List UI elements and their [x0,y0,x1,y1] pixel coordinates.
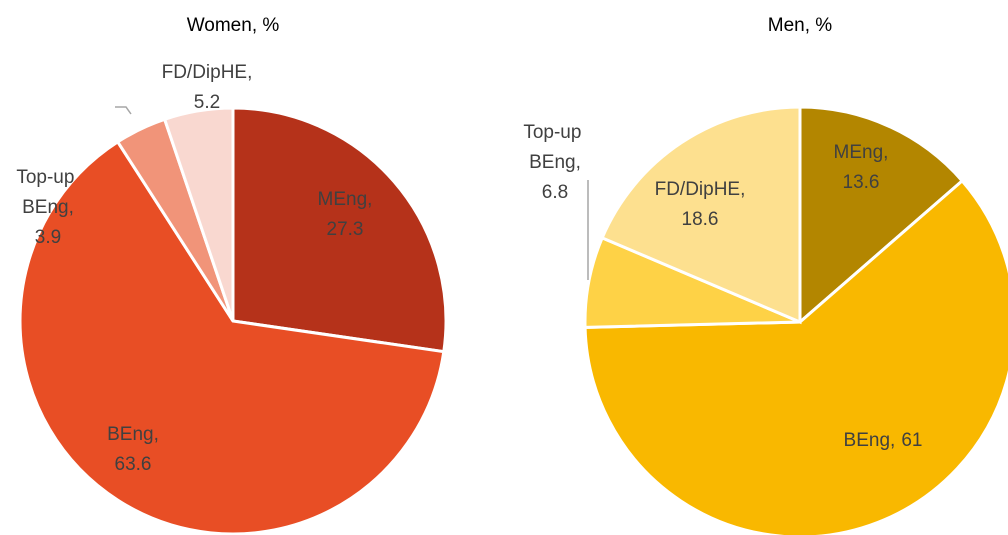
data-label: BEng, 61 [844,430,923,451]
pie-slice [18,139,446,535]
data-label-value: 5.2 [194,92,220,113]
pie-slice [798,105,965,326]
data-label-category: Top-up BEng, [16,167,79,218]
data-label-value: 13.6 [843,172,880,193]
data-label-value: 6.8 [542,182,568,203]
data-label-value: 61 [901,430,922,451]
data-label-category: Top-up BEng, [523,122,586,173]
data-label-category: FD/DipHE, [162,62,253,83]
data-label-value: 63.6 [115,454,152,475]
data-label-value: 18.6 [682,209,719,230]
pie-slice [231,106,448,354]
chart-title: Men, % [768,15,833,36]
leader-line [115,106,132,115]
data-label-value: 27.3 [327,219,364,240]
data-label-category: FD/DipHE, [655,179,746,200]
data-label-line: BEng, [22,197,74,218]
pie-slice [583,178,1008,535]
data-label-value: 3.9 [35,227,61,248]
chart-title: Women, % [187,15,280,36]
data-label-line: BEng, [529,152,581,173]
data-label-category: MEng, [834,142,889,163]
data-label-category: BEng, [844,430,896,451]
pie-slice [162,106,235,322]
data-label-category: MEng, [318,189,373,210]
data-label-line: Top-up [523,122,586,143]
pie-slice [600,105,802,325]
data-label-line: Top-up [16,167,79,188]
data-label-category: BEng, [107,424,159,445]
